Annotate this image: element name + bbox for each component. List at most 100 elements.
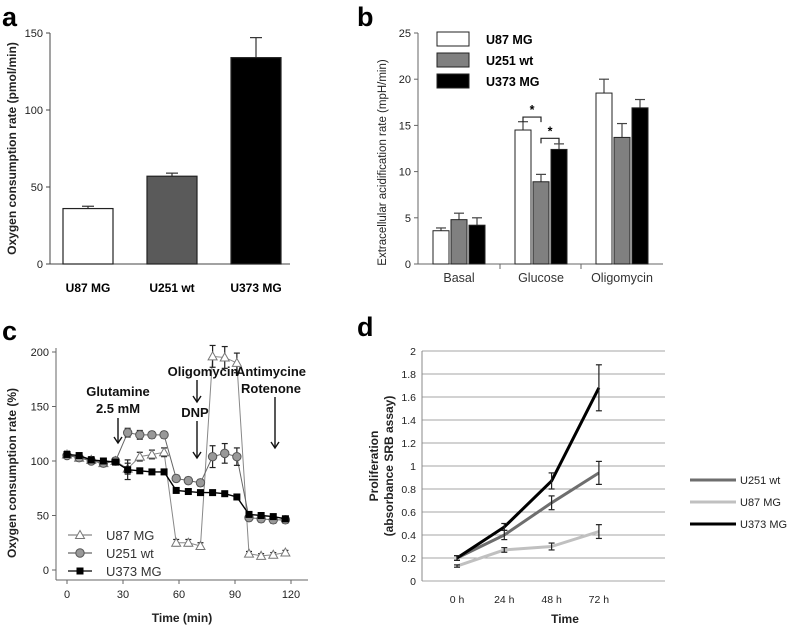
- b-y-tick-label: 15: [399, 120, 411, 132]
- b-y-tick-label: 10: [399, 167, 411, 179]
- b-y-tick-label: 5: [405, 213, 411, 225]
- panel-label-c: c: [2, 316, 17, 346]
- c-y-tick-label: 0: [43, 565, 49, 577]
- c-data-point: [182, 537, 194, 547]
- c-arrow-glutamine-head: [113, 436, 123, 445]
- c-data-point: [267, 549, 279, 559]
- panel-label-d: d: [357, 312, 374, 342]
- c-arrow-dnp-head: [192, 451, 202, 460]
- b-legend-label: U251 wt: [486, 54, 534, 68]
- b-significance-star: *: [548, 124, 553, 138]
- c-data-point: [219, 351, 231, 362]
- d-series-line: [456, 530, 600, 568]
- c-legend-marker: [75, 548, 85, 558]
- d-y-tick-label: 0.2: [401, 553, 416, 565]
- c-data-point: [172, 486, 180, 494]
- c-x-tick-label: 90: [229, 589, 241, 601]
- c-data-point: [195, 540, 206, 551]
- a-bar: [62, 207, 114, 265]
- d-y-tick-label: 1.4: [401, 415, 416, 427]
- c-data-point: [147, 430, 157, 440]
- a-y-tick-label: 50: [31, 182, 43, 194]
- c-data-point: [135, 430, 145, 440]
- a-y-axis-label: Oxygen consumption rate (pmol/min): [5, 42, 19, 255]
- b-legend-swatch: [436, 73, 470, 89]
- c-annotation-glutamine: Glutamine: [86, 384, 150, 399]
- b-legend-label: U373 MG: [486, 75, 540, 89]
- c-annotation-dnp: DNP: [181, 405, 209, 420]
- b-significance-star: *: [530, 103, 535, 117]
- b-legend-label: U87 MG: [486, 33, 533, 47]
- c-annotation-antimycine: Antimycine: [236, 364, 306, 379]
- c-data-point: [184, 488, 192, 496]
- c-data-point: [281, 515, 289, 523]
- d-series-line: [456, 471, 600, 560]
- d-x-tick-label: 24 h: [494, 594, 515, 606]
- a-y-tick-label: 150: [25, 28, 43, 40]
- c-y-tick-label: 150: [31, 402, 49, 414]
- c-annotation-rotenone: Rotenone: [241, 381, 301, 396]
- d-legend-label: U251 wt: [740, 475, 780, 487]
- d-x-tick-label: 72 h: [589, 594, 610, 606]
- b-significance-bracket: [540, 137, 560, 144]
- c-data-point: [209, 489, 217, 497]
- b-bar: [514, 129, 532, 265]
- c-data-point: [207, 350, 218, 361]
- panel-label-b: b: [357, 2, 374, 32]
- a-bar: [146, 175, 198, 265]
- d-y-tick-label: 1.6: [401, 392, 416, 404]
- d-y-tick-label: 1: [410, 461, 416, 473]
- c-data-point: [245, 510, 253, 518]
- d-y-tick-label: 1.8: [401, 369, 416, 381]
- c-data-point: [269, 513, 277, 521]
- b-bar: [631, 107, 649, 265]
- c-data-point: [148, 468, 156, 476]
- a-bar: [230, 57, 282, 265]
- c-data-point: [243, 548, 255, 558]
- c-data-point: [87, 456, 95, 464]
- b-bar: [595, 92, 613, 265]
- c-data-point: [158, 446, 170, 457]
- d-x-tick-label: 48 h: [541, 594, 562, 606]
- c-data-point: [255, 550, 267, 560]
- d-x-tick-label: 0 h: [450, 594, 465, 606]
- b-bar: [468, 224, 486, 265]
- c-y-axis-label: Oxygen consumption rate (%): [5, 388, 19, 558]
- a-category-label: U251 wt: [149, 281, 194, 295]
- c-annotation-concentration: 2.5 mM: [96, 401, 140, 416]
- c-data-point: [134, 451, 146, 461]
- c-data-point: [280, 547, 291, 557]
- c-data-point: [124, 466, 132, 474]
- d-y-tick-label: 2: [410, 346, 416, 358]
- d-y-tick-label: 0.8: [401, 484, 416, 496]
- b-legend-swatch: [436, 52, 470, 68]
- b-bar: [432, 230, 450, 265]
- b-y-axis-label: Extracellular acidification rate (mpH/mi…: [377, 59, 389, 266]
- d-y-tick-label: 1.2: [401, 438, 416, 450]
- c-data-point: [160, 468, 168, 476]
- b-bar: [613, 136, 631, 265]
- d-y-tick-label: 0: [410, 576, 416, 588]
- d-y-tick-label: 0.4: [401, 530, 416, 542]
- d-series-line: [456, 387, 601, 560]
- a-category-label: U87 MG: [66, 281, 111, 295]
- c-data-point: [122, 427, 133, 438]
- b-category-label: Oligomycin: [591, 271, 653, 285]
- c-y-tick-label: 50: [37, 511, 49, 523]
- d-x-axis-label: Time: [551, 612, 579, 626]
- d-y-tick-label: 0.6: [401, 507, 416, 519]
- d-y-axis-label-2: (absorbance SRB assay): [382, 396, 396, 537]
- b-y-tick-label: 0: [405, 259, 411, 271]
- a-y-tick-label: 100: [25, 105, 43, 117]
- c-x-tick-label: 60: [173, 589, 185, 601]
- c-arrow-oligomycin-head: [192, 395, 202, 404]
- c-data-point: [99, 457, 107, 465]
- c-annotation-oligomycin: Oligomycin: [168, 364, 239, 379]
- b-bar: [532, 181, 550, 265]
- c-data-point: [183, 475, 194, 486]
- c-data-point: [146, 448, 158, 459]
- c-data-point: [171, 473, 181, 484]
- b-y-tick-label: 20: [399, 74, 411, 86]
- b-significance-bracket: [522, 116, 542, 123]
